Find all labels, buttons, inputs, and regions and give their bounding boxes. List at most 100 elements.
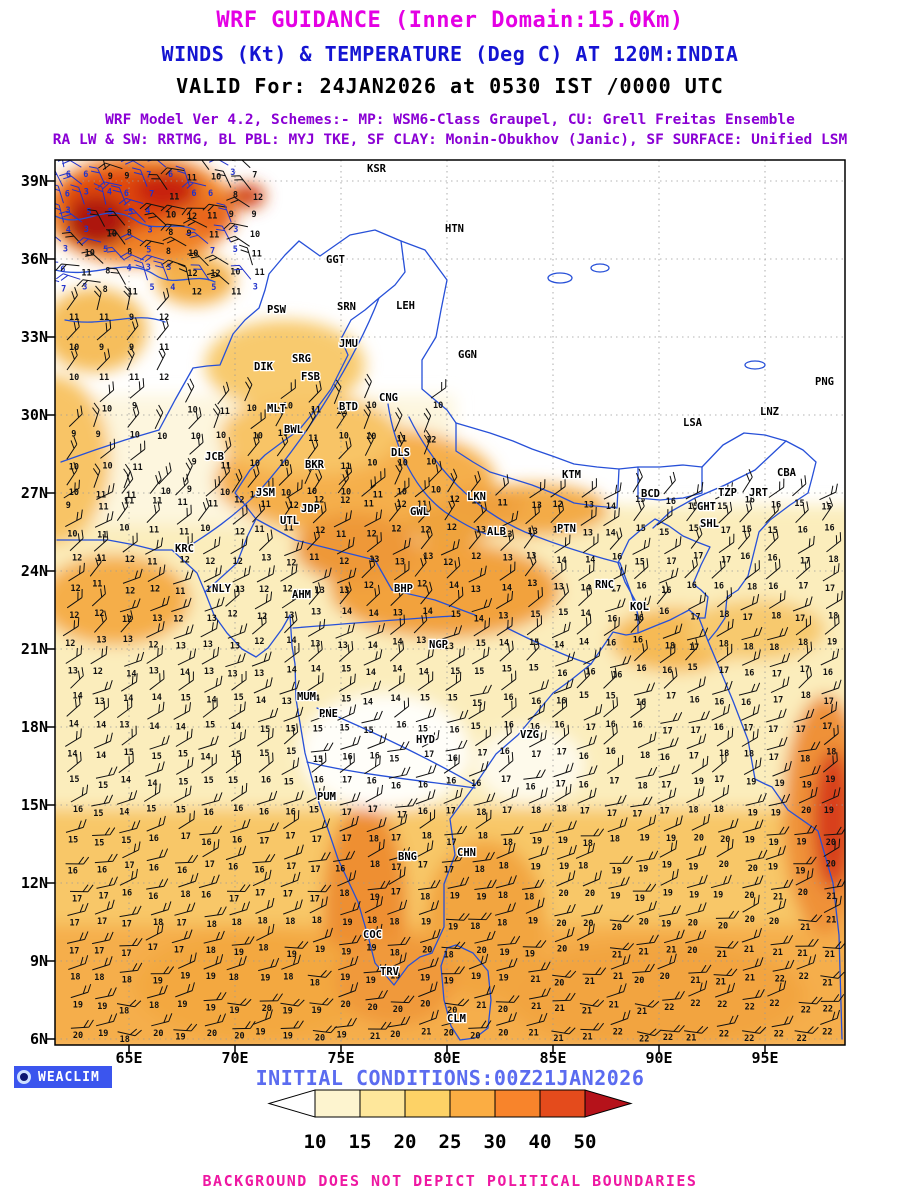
svg-text:20: 20 (559, 889, 569, 899)
svg-text:19: 19 (661, 919, 671, 929)
svg-text:15: 15 (228, 776, 238, 786)
svg-text:11: 11 (336, 530, 346, 540)
svg-text:17: 17 (283, 890, 293, 900)
svg-text:14: 14 (147, 779, 157, 789)
svg-text:17: 17 (259, 837, 269, 847)
svg-text:12: 12 (65, 639, 75, 649)
svg-text:12: 12 (206, 585, 216, 595)
svg-text:19: 19 (366, 943, 376, 953)
svg-text:10: 10 (67, 530, 77, 540)
svg-text:17: 17 (502, 806, 512, 816)
svg-text:19: 19 (528, 916, 538, 926)
svg-text:12: 12 (289, 501, 299, 511)
svg-text:5: 5 (150, 283, 155, 293)
svg-text:9: 9 (108, 172, 113, 182)
svg-text:21: 21 (531, 1002, 541, 1012)
svg-text:19: 19 (662, 860, 672, 870)
svg-text:13: 13 (338, 641, 348, 651)
svg-text:19: 19 (180, 971, 190, 981)
svg-text:18: 18 (258, 917, 268, 927)
svg-text:19: 19 (769, 838, 779, 848)
svg-text:20: 20 (719, 860, 729, 870)
svg-text:20: 20 (634, 976, 644, 986)
svg-text:17: 17 (122, 920, 132, 930)
svg-text:11: 11 (209, 230, 219, 240)
svg-text:11: 11 (309, 463, 319, 473)
svg-text:20: 20 (393, 1005, 403, 1015)
svg-text:20: 20 (612, 923, 622, 933)
svg-text:19: 19 (234, 948, 244, 958)
svg-text:21: 21 (745, 973, 755, 983)
svg-text:22: 22 (801, 1005, 811, 1015)
station-label: JDP (301, 503, 320, 515)
svg-text:22: 22 (719, 1029, 729, 1039)
svg-text:13: 13 (123, 635, 133, 645)
svg-text:14: 14 (67, 749, 77, 759)
svg-text:14: 14 (474, 615, 484, 625)
station-label: RNC (595, 579, 614, 591)
svg-text:15: 15 (68, 835, 78, 845)
svg-text:18: 18 (798, 638, 808, 648)
svg-text:15: 15 (341, 665, 351, 675)
svg-text:16: 16 (201, 838, 211, 848)
svg-text:19: 19 (287, 950, 297, 960)
svg-text:19: 19 (663, 888, 673, 898)
svg-text:22: 22 (664, 1003, 674, 1013)
disclaimer-text: BACKGROUND DOES NOT DEPICT POLITICAL BOU… (202, 1172, 698, 1190)
svg-text:21: 21 (637, 1007, 647, 1017)
svg-text:15: 15 (286, 747, 296, 757)
svg-text:17: 17 (310, 894, 320, 904)
svg-text:8: 8 (127, 247, 132, 257)
svg-text:16: 16 (471, 779, 481, 789)
svg-text:3: 3 (233, 225, 238, 235)
svg-text:17: 17 (743, 723, 753, 733)
svg-text:20: 20 (688, 918, 698, 928)
svg-text:11: 11 (179, 527, 189, 537)
svg-text:7: 7 (252, 171, 257, 181)
station-label: PNG (815, 376, 834, 388)
svg-text:10: 10 (119, 524, 129, 534)
svg-text:10: 10 (161, 487, 171, 497)
svg-text:19: 19 (177, 1000, 187, 1010)
svg-text:19: 19 (525, 950, 535, 960)
svg-text:14: 14 (392, 664, 402, 674)
svg-text:19: 19 (771, 809, 781, 819)
svg-text:15: 15 (124, 748, 134, 758)
station-label: SRN (337, 301, 356, 313)
svg-text:22: 22 (769, 999, 779, 1009)
svg-text:17: 17 (342, 834, 352, 844)
svg-text:15: 15 (313, 755, 323, 765)
svg-text:19: 19 (421, 918, 431, 928)
svg-text:13: 13 (207, 614, 217, 624)
svg-text:18: 18 (476, 808, 486, 818)
svg-text:11: 11 (129, 373, 139, 383)
svg-text:16: 16 (687, 581, 697, 591)
svg-text:21: 21 (612, 951, 622, 961)
svg-text:19: 19 (612, 866, 622, 876)
svg-text:12: 12 (233, 557, 243, 567)
svg-text:10: 10 (307, 487, 317, 497)
svg-text:15: 15 (742, 525, 752, 535)
svg-text:12: 12 (391, 524, 401, 534)
svg-text:12: 12 (286, 559, 296, 569)
svg-text:4: 4 (170, 283, 175, 293)
svg-text:15: 15 (341, 694, 351, 704)
weather-map: 9 11 11 11 11 11 12 11 12 12 12 11 12 11 12 11 11 13 12 13 1… (47, 159, 846, 1053)
model-config-line1: WRF Model Ver 4.2, Schemes:- MP: WSM6-Cl… (105, 112, 795, 128)
station-label: PNE (319, 708, 338, 720)
svg-text:11: 11 (96, 491, 106, 501)
svg-text:15: 15 (94, 839, 104, 849)
svg-text:19: 19 (666, 834, 676, 844)
svg-text:17: 17 (69, 946, 79, 956)
svg-text:11: 11 (159, 343, 169, 353)
svg-text:10: 10 (102, 405, 112, 415)
svg-text:15: 15 (178, 777, 188, 787)
svg-text:11: 11 (364, 499, 374, 509)
station-label: LEH (396, 300, 415, 312)
svg-text:11: 11 (284, 523, 294, 533)
station-label: JSM (256, 487, 275, 499)
svg-text:20: 20 (420, 1000, 430, 1010)
svg-text:13: 13 (310, 639, 320, 649)
svg-text:5: 5 (211, 283, 216, 293)
svg-text:13: 13 (554, 583, 564, 593)
